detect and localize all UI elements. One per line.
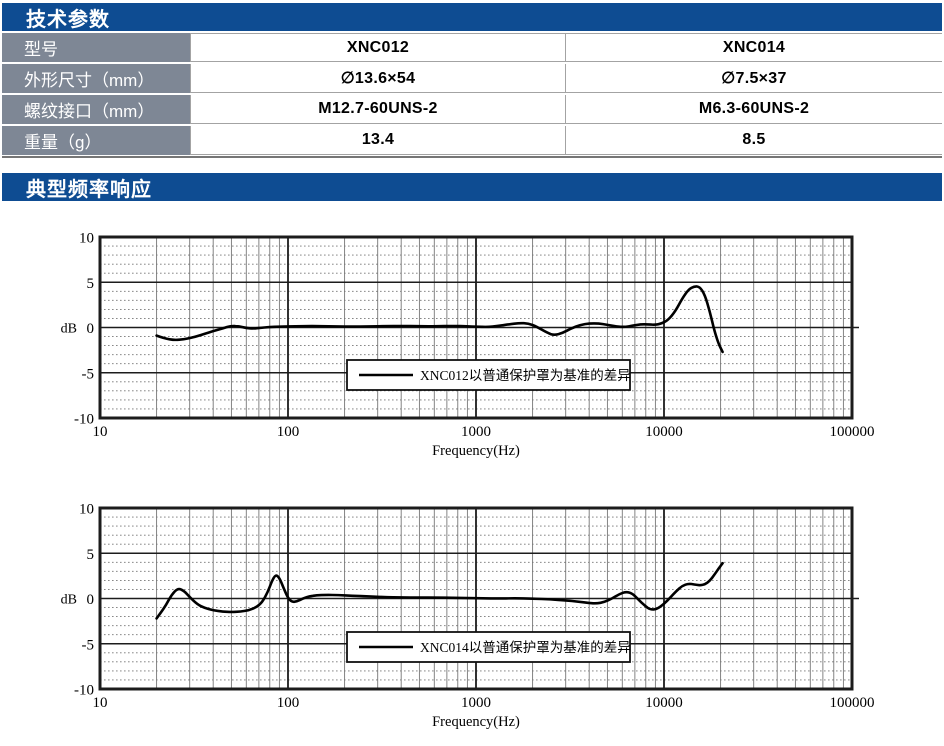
row-label: 螺纹接口（mm） xyxy=(2,95,190,124)
legend-label: XNC012以普通保护罩为基准的差异 xyxy=(420,367,631,383)
xnc014-value: M6.3-60UNS-2 xyxy=(565,95,942,124)
x-tick-label: 10 xyxy=(93,424,108,440)
legend: XNC014以普通保护罩为基准的差异 xyxy=(346,631,631,663)
y-axis-unit: dB xyxy=(61,593,77,608)
x-tick-label: 10000 xyxy=(645,424,683,440)
row-label: 型号 xyxy=(2,33,190,62)
section-header-technical-parameters: 技术参数 xyxy=(2,3,942,31)
xnc012-value: ∅13.6×54 xyxy=(190,64,565,93)
y-tick-label: 5 xyxy=(87,276,95,292)
section-header-frequency-response: 典型频率响应 xyxy=(2,173,942,201)
xnc014-value: ∅7.5×37 xyxy=(565,64,942,93)
plot-border xyxy=(98,235,854,420)
xnc014-value: 8.5 xyxy=(565,126,942,155)
frequency-response-chart-xnc014: 10 5 0 -5 -10 dB 10 100 1000 10000 100000 Frequency… xyxy=(61,502,875,731)
frequency-response-chart-xnc012: 10 5 0 -5 -10 dB 10 100 1000 10000 100000 Frequency… xyxy=(61,231,875,460)
y-tick-label: -10 xyxy=(74,412,94,428)
plot-border xyxy=(98,506,854,691)
table-row: 重量（g） 13.4 8.5 xyxy=(2,126,942,155)
y-tick-label: 5 xyxy=(87,547,95,563)
legend-label: XNC014以普通保护罩为基准的差异 xyxy=(420,639,631,655)
parameters-table: 型号 XNC012 XNC014 外形尺寸（mm） ∅13.6×54 ∅7.5×… xyxy=(2,33,942,155)
table-bottom-rule xyxy=(2,156,942,158)
x-tick-label: 10000 xyxy=(645,695,683,711)
x-axis-label: Frequency(Hz) xyxy=(432,714,520,730)
xnc012-value: 13.4 xyxy=(190,126,565,155)
x-tick-label: 10 xyxy=(93,695,108,711)
x-tick-label: 1000 xyxy=(461,424,491,440)
axis-labels: 10 5 0 -5 -10 dB 10 100 1000 10000 100000 Frequency… xyxy=(61,231,875,460)
x-tick-label: 100 xyxy=(277,424,300,440)
y-tick-label: -10 xyxy=(74,683,94,699)
x-tick-label: 100000 xyxy=(830,695,875,711)
response-curve xyxy=(155,285,724,354)
xnc012-value: M12.7-60UNS-2 xyxy=(190,95,565,124)
xnc014-value: XNC014 xyxy=(565,33,942,62)
y-axis-unit: dB xyxy=(61,322,77,337)
y-tick-label: -5 xyxy=(82,366,95,382)
section-title: 技术参数 xyxy=(26,8,110,31)
table-row: 型号 XNC012 XNC014 xyxy=(2,33,942,62)
y-tick-label: 10 xyxy=(79,502,94,518)
legend: XNC012以普通保护罩为基准的差异 xyxy=(346,359,631,391)
x-axis-label: Frequency(Hz) xyxy=(432,443,520,459)
y-tick-label: -5 xyxy=(82,637,95,653)
section-title: 典型频率响应 xyxy=(26,178,152,201)
x-tick-label: 1000 xyxy=(461,695,491,711)
x-tick-label: 100 xyxy=(277,695,300,711)
axis-labels: 10 5 0 -5 -10 dB 10 100 1000 10000 100000 Frequency… xyxy=(61,502,875,731)
row-label: 外形尺寸（mm） xyxy=(2,64,190,93)
x-tick-label: 100000 xyxy=(830,424,875,440)
y-tick-label: 0 xyxy=(87,592,95,608)
response-curve xyxy=(155,561,724,620)
table-row: 外形尺寸（mm） ∅13.6×54 ∅7.5×37 xyxy=(2,64,942,93)
row-label: 重量（g） xyxy=(2,126,190,155)
y-tick-label: 10 xyxy=(79,231,94,247)
xnc012-value: XNC012 xyxy=(190,33,565,62)
y-tick-label: 0 xyxy=(87,321,95,337)
table-row: 螺纹接口（mm） M12.7-60UNS-2 M6.3-60UNS-2 xyxy=(2,95,942,124)
